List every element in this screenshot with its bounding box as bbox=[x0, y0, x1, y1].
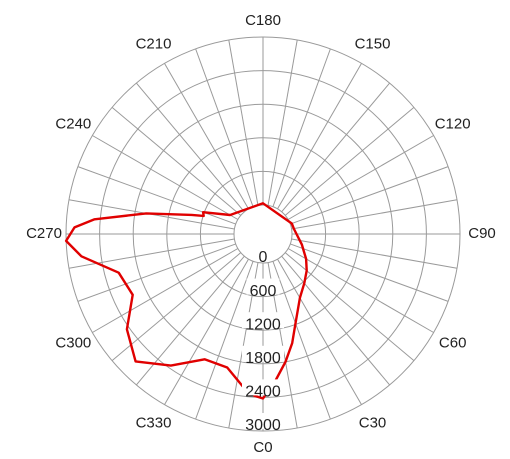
spoke-70 bbox=[290, 243, 449, 302]
radial-tick-label-0: 0 bbox=[259, 249, 268, 266]
angle-label-c180: C180 bbox=[245, 12, 281, 29]
spoke-130 bbox=[284, 106, 415, 216]
angle-label-c240: C240 bbox=[55, 115, 91, 132]
angle-label-c210: C210 bbox=[136, 35, 172, 52]
spoke-30 bbox=[277, 258, 362, 405]
spoke-240 bbox=[92, 135, 239, 220]
spoke-80 bbox=[291, 238, 458, 269]
angle-label-c60: C60 bbox=[439, 334, 467, 351]
spoke-200 bbox=[195, 48, 254, 207]
ring-3000 bbox=[65, 36, 461, 432]
angle-label-c300: C300 bbox=[55, 334, 91, 351]
ring-0 bbox=[233, 204, 293, 264]
spoke-300 bbox=[92, 248, 239, 333]
spoke-230 bbox=[111, 106, 242, 216]
angle-label-c330: C330 bbox=[136, 415, 172, 432]
radial-tick-label-1800: 1800 bbox=[245, 350, 281, 367]
spoke-110 bbox=[290, 166, 449, 225]
radial-tick-label-600: 600 bbox=[250, 283, 277, 300]
radial-tick-label-1200: 1200 bbox=[245, 316, 281, 333]
spoke-100 bbox=[291, 199, 458, 230]
spoke-60 bbox=[287, 248, 434, 333]
spoke-40 bbox=[281, 255, 391, 386]
angle-label-c150: C150 bbox=[355, 35, 391, 52]
spoke-190 bbox=[228, 39, 259, 206]
angle-label-c90: C90 bbox=[468, 225, 496, 242]
spoke-340 bbox=[195, 261, 254, 420]
angle-label-c120: C120 bbox=[435, 115, 471, 132]
spoke-170 bbox=[267, 39, 298, 206]
series-curve-0 bbox=[64, 202, 308, 400]
angle-label-c30: C30 bbox=[359, 415, 387, 432]
angular-gridlines bbox=[66, 37, 460, 431]
spoke-160 bbox=[272, 48, 331, 207]
radial-tick-label-3000: 3000 bbox=[245, 417, 281, 434]
spoke-250 bbox=[77, 166, 236, 225]
radial-tick-label-2400: 2400 bbox=[245, 384, 281, 401]
radial-label-bg-600 bbox=[246, 278, 280, 295]
ring-600 bbox=[199, 170, 327, 298]
radial-gridlines bbox=[65, 36, 461, 432]
spoke-150 bbox=[277, 63, 362, 210]
angle-tick-labels: C0 C30 C60 C90 C120 C150 C180 C210 C240 C270 C300 C… bbox=[26, 12, 496, 456]
ring-1200 bbox=[166, 137, 360, 331]
radial-tick-labels: 0 600 1200 1800 2400 3000 bbox=[242, 245, 284, 434]
spoke-140 bbox=[281, 82, 391, 213]
radial-label-bg-1800 bbox=[242, 345, 284, 362]
ring-1800 bbox=[132, 103, 394, 365]
angle-label-c0: C0 bbox=[253, 439, 272, 456]
spoke-210 bbox=[164, 63, 249, 210]
radial-label-bg-1200 bbox=[242, 312, 284, 329]
series-layer bbox=[64, 202, 308, 400]
spoke-120 bbox=[287, 135, 434, 220]
radial-label-bg-3000 bbox=[242, 413, 284, 429]
radial-label-bg-2400 bbox=[242, 379, 284, 396]
radial-label-bg-0 bbox=[255, 245, 271, 261]
angle-label-c270: C270 bbox=[26, 225, 62, 242]
spoke-330 bbox=[164, 258, 249, 405]
spoke-20 bbox=[272, 261, 331, 420]
spoke-220 bbox=[135, 82, 245, 213]
spoke-310 bbox=[111, 252, 242, 362]
spoke-290 bbox=[77, 243, 236, 302]
